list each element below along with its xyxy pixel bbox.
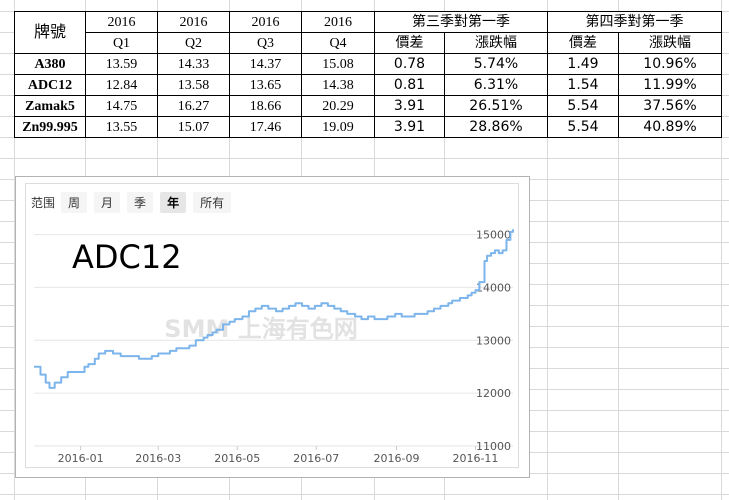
y-tick-label: 14000 — [476, 281, 511, 294]
watermark: SMM 上海有色网 — [164, 315, 357, 343]
range-week-button[interactable]: 周 — [61, 192, 88, 213]
brand-header: 牌號 — [14, 11, 86, 54]
x-tick-label: 2016-09 — [374, 452, 420, 465]
range-quarter-button[interactable]: 季 — [127, 192, 154, 213]
y-tick-label: 11000 — [476, 440, 511, 453]
diff-cell: 3.91 — [374, 116, 445, 138]
quarter-header: Q2 — [157, 32, 230, 54]
value-cell: 12.84 — [85, 74, 158, 96]
chart-panel: 11000 12000 13000 14000 15000 2016-01 2016-03 2… — [15, 176, 530, 478]
y-tick-label: 12000 — [476, 387, 511, 400]
x-tick-label: 2016-01 — [58, 452, 104, 465]
year-header: 2016 — [229, 11, 302, 33]
x-tick-label: 2016-03 — [135, 452, 181, 465]
pct-cell: 37.56% — [618, 95, 722, 117]
diff-cell: 5.54 — [547, 116, 619, 138]
pct-cell: 6.31% — [444, 74, 548, 96]
value-cell: 17.46 — [229, 116, 302, 138]
brand-cell: Zn99.995 — [14, 116, 86, 138]
pct-cell: 5.74% — [444, 53, 548, 75]
y-tick-label: 13000 — [476, 334, 511, 347]
value-cell: 14.33 — [157, 53, 230, 75]
pct-cell: 10.96% — [618, 53, 722, 75]
table-row: ADC12 12.84 13.58 13.65 14.38 0.81 6.31%… — [14, 74, 722, 96]
quarter-header: Q3 — [229, 32, 302, 54]
diff-cell: 1.49 — [547, 53, 619, 75]
table-row: Zamak5 14.75 16.27 18.66 20.29 3.91 26.5… — [14, 95, 722, 117]
sub-header-pct: 漲跌幅 — [444, 32, 548, 54]
value-cell: 16.27 — [157, 95, 230, 117]
quarter-header: Q1 — [85, 32, 158, 54]
year-header: 2016 — [301, 11, 375, 33]
diff-cell: 3.91 — [374, 95, 445, 117]
series-line — [34, 229, 514, 389]
x-tick-label: 2016-07 — [293, 452, 339, 465]
pct-cell: 28.86% — [444, 116, 548, 138]
table-header-row-1: 牌號 2016 2016 2016 2016 第三季對第一季 第四季對第一季 — [14, 11, 722, 54]
brand-cell: Zamak5 — [14, 95, 86, 117]
price-chart: 11000 12000 13000 14000 15000 2016-01 2016-03 2… — [34, 229, 514, 465]
table-header-row-2: Q1 Q2 Q3 Q4 價差 漲跌幅 價差 漲跌幅 — [15, 32, 722, 54]
table-row: A380 13.59 14.33 14.37 15.08 0.78 5.74% … — [14, 53, 722, 75]
group-header-q3-vs-q1: 第三季對第一季 — [374, 11, 548, 33]
diff-cell: 1.54 — [547, 74, 619, 96]
value-cell: 18.66 — [229, 95, 302, 117]
table-row: Zn99.995 13.55 15.07 17.46 19.09 3.91 28… — [14, 116, 722, 138]
diff-cell: 5.54 — [547, 95, 619, 117]
sub-header-pct: 漲跌幅 — [618, 32, 722, 54]
value-cell: 13.65 — [229, 74, 302, 96]
value-cell: 14.37 — [229, 53, 302, 75]
price-table: 牌號 2016 2016 2016 2016 第三季對第一季 第四季對第一季 Q… — [14, 11, 722, 138]
y-tick-label: 15000 — [476, 229, 511, 242]
sub-header-diff: 價差 — [374, 32, 445, 54]
value-cell: 13.55 — [85, 116, 158, 138]
value-cell: 14.38 — [301, 74, 375, 96]
quarter-header: Q4 — [301, 32, 375, 54]
range-selector: 范围 周 月 季 年 所有 — [31, 192, 238, 213]
pct-cell: 26.51% — [444, 95, 548, 117]
x-tick-label: 2016-11 — [452, 452, 498, 465]
pct-cell: 40.89% — [618, 116, 722, 138]
range-all-button[interactable]: 所有 — [193, 192, 232, 213]
group-header-q4-vs-q1: 第四季對第一季 — [547, 11, 722, 33]
range-year-button[interactable]: 年 — [160, 192, 187, 213]
x-tick-label: 2016-05 — [214, 452, 260, 465]
value-cell: 13.59 — [85, 53, 158, 75]
value-cell: 15.08 — [301, 53, 375, 75]
brand-cell: ADC12 — [14, 74, 86, 96]
pct-cell: 11.99% — [618, 74, 722, 96]
diff-cell: 0.81 — [374, 74, 445, 96]
range-month-button[interactable]: 月 — [94, 192, 121, 213]
diff-cell: 0.78 — [374, 53, 445, 75]
range-label: 范围 — [31, 196, 56, 210]
value-cell: 15.07 — [157, 116, 230, 138]
year-header: 2016 — [85, 11, 158, 33]
value-cell: 13.58 — [157, 74, 230, 96]
value-cell: 14.75 — [85, 95, 158, 117]
brand-cell: A380 — [14, 53, 86, 75]
value-cell: 20.29 — [301, 95, 375, 117]
chart-area: 11000 12000 13000 14000 15000 2016-01 2016-03 2… — [25, 183, 519, 468]
year-header: 2016 — [157, 11, 230, 33]
chart-title: ADC12 — [72, 238, 182, 276]
value-cell: 19.09 — [301, 116, 375, 138]
sub-header-diff: 價差 — [547, 32, 619, 54]
